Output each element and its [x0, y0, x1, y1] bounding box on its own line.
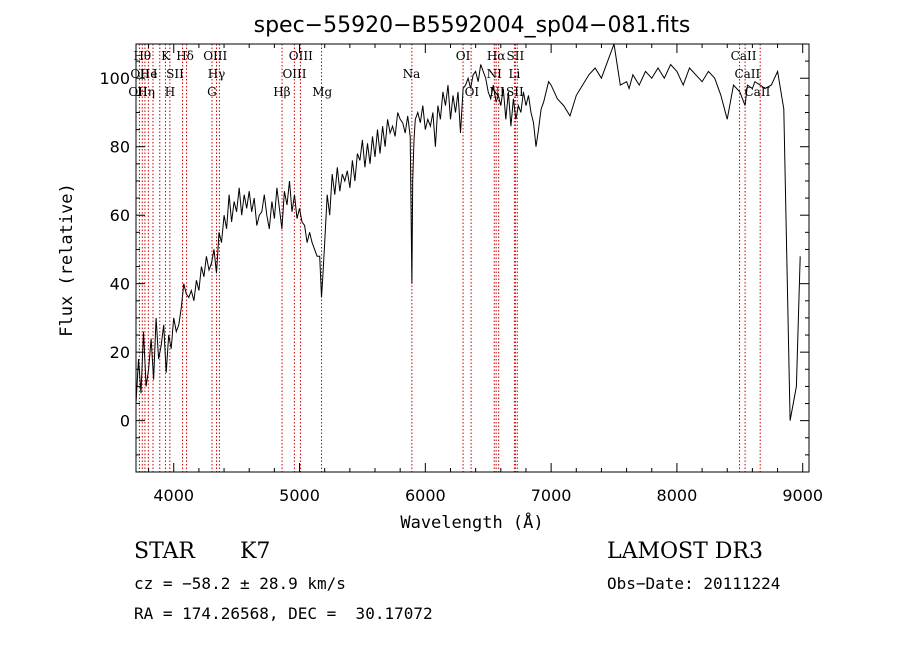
- line-label-17: Na: [403, 67, 421, 81]
- line-label-27: CaII: [734, 67, 760, 81]
- line-label-5: Hη: [137, 85, 155, 99]
- line-label-11: Hγ: [208, 67, 226, 81]
- observation-date: Obs−Date: 20111224: [607, 574, 781, 593]
- coordinates: RA = 174.26568, DEC = 30.17072: [134, 604, 433, 623]
- line-label-21: NI: [487, 67, 503, 81]
- line-label-2: He: [140, 67, 158, 81]
- line-label-8: H: [165, 85, 175, 99]
- survey-name: LAMOST DR3: [607, 539, 763, 564]
- x-tick-label-3: 7000: [531, 486, 572, 505]
- x-tick-label-1: 5000: [279, 486, 320, 505]
- line-label-22: NI: [489, 85, 505, 99]
- line-label-14: OIII: [289, 49, 313, 63]
- y-axis-label: Flux (relative): [57, 183, 77, 337]
- line-label-15: OIII: [282, 67, 306, 81]
- y-tick-label-3: 60: [110, 206, 130, 225]
- line-label-16: Mg: [312, 85, 332, 99]
- line-label-26: CaII: [731, 49, 757, 63]
- line-label-7: SII: [166, 67, 184, 81]
- chart-title: spec−55920−B5592004_sp04−081.fits: [254, 13, 691, 38]
- x-tick-label-0: 4000: [153, 486, 194, 505]
- y-tick-label-4: 80: [110, 138, 130, 157]
- line-label-9: Hδ: [176, 49, 194, 63]
- redshift-velocity: cz = −58.2 ± 28.9 km/s: [134, 574, 346, 593]
- y-tick-label-1: 20: [110, 343, 130, 362]
- line-label-12: G: [207, 85, 217, 99]
- x-tick-label-5: 9000: [782, 486, 823, 505]
- x-axis-ticks: 4000 5000 6000 7000 8000 9000: [148, 44, 823, 505]
- line-label-6: K: [161, 49, 171, 63]
- line-label-25: SII: [506, 85, 524, 99]
- x-axis-label: Wavelength (Å): [400, 511, 543, 533]
- line-label-1: OII: [130, 67, 150, 81]
- spectrum-line: [135, 43, 801, 421]
- object-class: STAR: [134, 539, 195, 564]
- line-label-19: OI: [465, 85, 480, 99]
- line-label-28: CaII: [745, 85, 771, 99]
- x-tick-label-2: 6000: [405, 486, 446, 505]
- y-axis-ticks: 0 20 40 60 80 100: [99, 43, 809, 456]
- line-label-10: OIII: [203, 49, 227, 63]
- x-tick-label-4: 8000: [657, 486, 698, 505]
- line-label-20: Hα: [487, 49, 506, 63]
- object-subclass: K7: [240, 539, 271, 564]
- line-label-23: SII: [507, 49, 525, 63]
- y-tick-label-0: 0: [120, 412, 130, 431]
- y-tick-label-2: 40: [110, 275, 130, 294]
- line-label-24: Li: [508, 67, 520, 81]
- line-label-13: Hβ: [273, 85, 290, 99]
- line-label-3: I: [153, 67, 158, 81]
- line-label-4: OII: [128, 85, 148, 99]
- line-label-18: OI: [456, 49, 471, 63]
- y-tick-label-5: 100: [99, 69, 130, 88]
- plot-frame: [135, 43, 810, 473]
- line-label-0: Hθ: [133, 49, 151, 63]
